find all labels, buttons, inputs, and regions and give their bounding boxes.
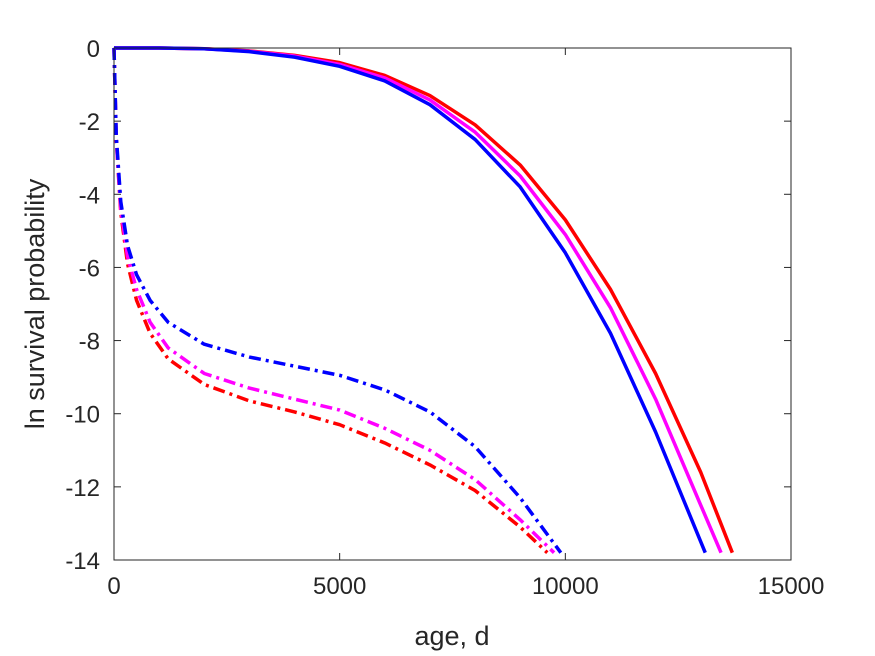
x-tick-label: 10000 [532, 573, 599, 600]
y-tick-label: -6 [79, 255, 100, 282]
y-tick-label: -2 [79, 109, 100, 136]
x-tick-label: 0 [107, 573, 120, 600]
y-tick-label: 0 [87, 36, 100, 63]
series-layer [112, 46, 734, 554]
tick-layer: 0 5000 10000 15000 0 -2 -4 -6 -8 -10 -12 -14 [65, 36, 824, 600]
y-tick-label: -4 [79, 182, 100, 209]
y-tick-label: -14 [65, 548, 100, 575]
y-axis-label: ln survival probability [20, 178, 50, 429]
series-line-4 [112, 47, 549, 554]
plot-frame [113, 47, 792, 561]
x-tick-label: 5000 [313, 573, 366, 600]
series-line-3 [114, 46, 707, 554]
y-tick-label: -12 [65, 475, 100, 502]
series-line-6 [112, 47, 563, 554]
x-tick-label: 15000 [758, 573, 825, 600]
plot-area [114, 48, 791, 560]
y-tick-label: -10 [65, 402, 100, 429]
x-axis-label: age, d [414, 621, 489, 651]
y-tick-label: -8 [79, 329, 100, 356]
